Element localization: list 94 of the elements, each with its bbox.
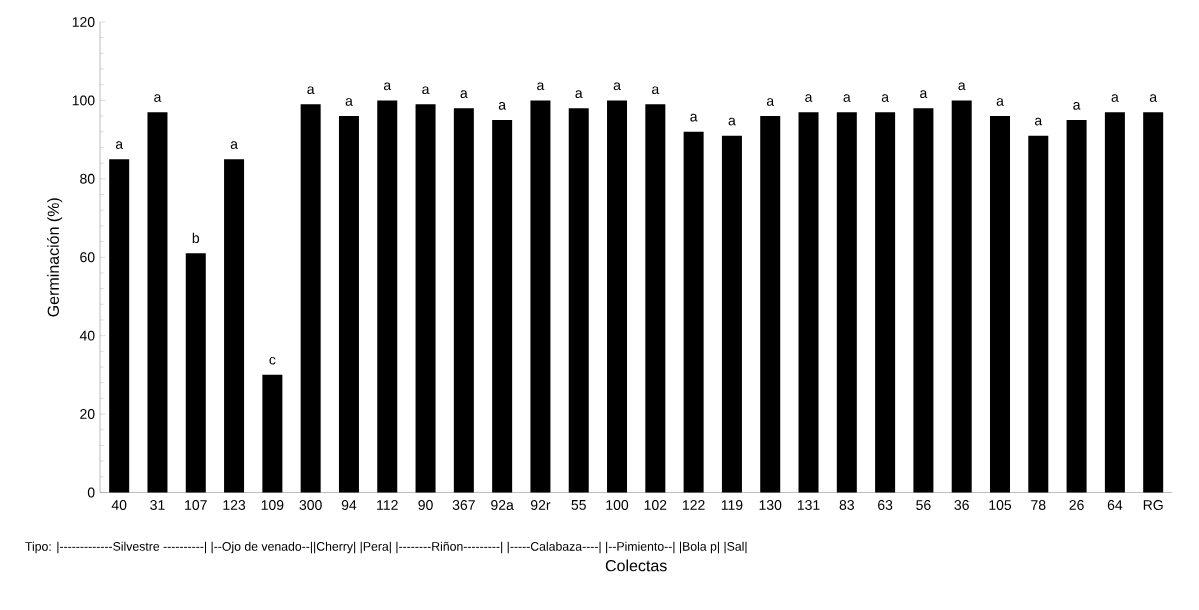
data-label: a — [575, 90, 583, 99]
data-label: b — [192, 233, 200, 244]
data-label: a — [920, 90, 928, 99]
x-tick-label: 83 — [839, 500, 854, 511]
bar — [607, 100, 628, 493]
bar — [300, 104, 321, 493]
bar — [990, 116, 1010, 493]
x-tick-label: 105 — [989, 500, 1012, 511]
data-label: a — [498, 102, 507, 110]
data-label: a — [345, 98, 353, 107]
x-tick-label: 102 — [644, 500, 667, 511]
data-label: a — [958, 82, 966, 91]
bar — [798, 112, 819, 493]
y-axis-title: Germinación (%) — [47, 198, 63, 317]
bar — [568, 108, 589, 493]
data-label: a — [843, 94, 851, 103]
bar — [645, 104, 666, 493]
data-label: a — [1073, 102, 1081, 110]
x-tick-label: 56 — [916, 500, 931, 511]
x-axis-title: Colectas — [605, 559, 667, 572]
bar — [185, 253, 206, 493]
x-tick-label: 119 — [721, 500, 743, 511]
bar — [913, 108, 934, 493]
bar — [377, 100, 398, 493]
data-label: a — [115, 141, 124, 150]
data-label: a — [766, 98, 775, 107]
x-tick-label: 36 — [954, 500, 969, 511]
x-tick-label: 92a — [491, 500, 514, 511]
x-tick-label: 31 — [150, 500, 165, 511]
data-label: a — [460, 90, 468, 99]
x-tick-label: RG — [1143, 500, 1163, 511]
x-tick-label: 26 — [1069, 500, 1084, 511]
data-label: a — [613, 82, 621, 91]
x-tick-label: 367 — [452, 500, 475, 511]
x-tick-label: 40 — [111, 500, 127, 511]
x-tick-label: 100 — [606, 500, 629, 511]
bar — [109, 159, 130, 493]
data-label: a — [690, 114, 698, 122]
bar — [492, 120, 513, 493]
bar — [760, 116, 781, 493]
x-tick-label: 109 — [261, 500, 284, 511]
bar — [453, 108, 474, 493]
x-tick-label: 107 — [185, 500, 207, 511]
data-label: a — [230, 141, 238, 150]
x-tick-label: 63 — [878, 500, 893, 511]
data-label: a — [1111, 94, 1119, 103]
bar — [530, 100, 551, 493]
bar — [262, 375, 283, 493]
data-label: a — [307, 86, 315, 95]
x-tick-label: 122 — [683, 500, 705, 511]
data-label: a — [537, 82, 545, 91]
y-tick-label: 0 — [87, 487, 95, 498]
y-tick-label: 40 — [79, 330, 95, 341]
bar — [1028, 135, 1049, 493]
bar — [951, 100, 972, 493]
bar — [875, 112, 896, 493]
data-label: c — [269, 357, 276, 365]
x-tick-label: 130 — [759, 500, 782, 511]
data-label: a — [652, 86, 660, 95]
data-label: a — [996, 98, 1004, 107]
data-label: a — [881, 94, 889, 103]
bar — [147, 112, 168, 493]
y-tick-label: 20 — [80, 409, 95, 420]
x-tick-label: 112 — [377, 500, 398, 511]
bar — [721, 135, 742, 493]
data-label: a — [1034, 118, 1043, 126]
x-tick-label: 92r — [530, 500, 551, 511]
bar — [683, 132, 704, 493]
bar — [1104, 112, 1125, 493]
x-tick-label: 90 — [418, 500, 433, 511]
y-tick-label: 60 — [80, 252, 95, 263]
x-tick-label: 131 — [797, 500, 820, 511]
bar — [338, 116, 359, 493]
data-label: a — [383, 82, 392, 91]
data-label: a — [422, 86, 430, 95]
x-tick-label: 94 — [341, 500, 357, 511]
x-tick-label: 78 — [1031, 500, 1046, 511]
bar — [1143, 112, 1164, 493]
bar — [415, 104, 436, 493]
data-label: a — [154, 94, 162, 103]
x-tick-label: 55 — [571, 500, 586, 511]
y-tick-label: 100 — [72, 95, 95, 106]
text: Tipo: |-------------Silvestre ----------| |--Ojo de venado--||Cherry| |Pera| |--------Riñon---------| |-----Calabaza----| |--Pimiento--| |Bola p| |Sal| — [25, 541, 747, 554]
data-label: a — [728, 118, 736, 126]
data-label: a — [1149, 94, 1158, 103]
x-tick-label: 300 — [299, 500, 322, 511]
x-tick-label: 123 — [223, 500, 246, 511]
y-tick-label: 120 — [72, 17, 95, 28]
bar — [836, 112, 857, 493]
bar — [1066, 120, 1087, 493]
bar — [224, 159, 245, 493]
data-label: a — [805, 94, 813, 103]
y-tick-label: 80 — [80, 174, 95, 185]
x-tick-label: 64 — [1107, 500, 1123, 511]
